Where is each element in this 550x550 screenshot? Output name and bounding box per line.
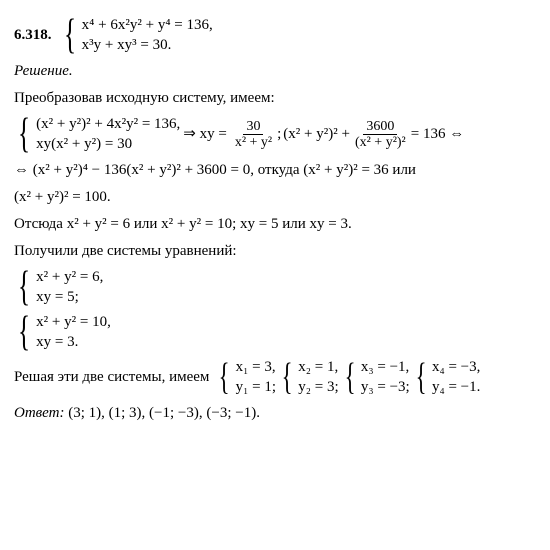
sol-4: { x₄ = −3, y₄ = −1. <box>412 358 481 397</box>
eq: (x² + y²)² + 4x²y² = 136, <box>36 115 180 135</box>
eq: xy = 3. <box>36 333 111 353</box>
answer-label: Ответ: <box>14 405 64 421</box>
solutions-line: Решая эти две системы, имеем { x₁ = 3, y… <box>14 358 536 397</box>
fraction-1: 30 x² + y² <box>232 119 275 151</box>
sol-3: { x₃ = −1, y₃ = −3; <box>341 358 410 397</box>
text: Решая эти две системы, имеем <box>14 367 209 388</box>
system-4: { x² + y² = 10, xy = 3. <box>14 313 536 352</box>
solution-label: Решение. <box>14 61 536 82</box>
expr: = 136 ⇔ <box>411 124 464 145</box>
sep: ; <box>277 124 281 145</box>
problem-number: 6.318. <box>14 25 52 46</box>
sol-2: { x₂ = 1, y₂ = 3; <box>278 358 339 397</box>
eq: xy(x² + y²) = 30 <box>36 135 180 155</box>
sol-1: { x₁ = 3, y₁ = 1; <box>215 358 276 397</box>
text-line: Отсюда x² + y² = 6 или x² + y² = 10; xy … <box>14 214 536 235</box>
eq: x² + y² = 6, <box>36 268 103 288</box>
system-3: { x² + y² = 6, xy = 5; <box>14 268 536 307</box>
system-2: { (x² + y²)² + 4x²y² = 136, xy(x² + y²) … <box>14 115 180 154</box>
eq: x² + y² = 10, <box>36 313 111 333</box>
expr: (x² + y²)² + <box>283 124 350 145</box>
derivation-1: { (x² + y²)² + 4x²y² = 136, xy(x² + y²) … <box>14 115 536 154</box>
arrow: ⇒ xy = <box>183 124 227 145</box>
text-line: Получили две системы уравнений: <box>14 241 536 262</box>
answer-text: (3; 1), (1; 3), (−1; −3), (−3; −1). <box>64 405 259 421</box>
eq: xy = 5; <box>36 288 103 308</box>
system-1: { x⁴ + 6x²y² + y⁴ = 136, x³y + xy³ = 30. <box>60 16 213 55</box>
text-line: Преобразовав исходную систему, имеем: <box>14 88 536 109</box>
eq: x⁴ + 6x²y² + y⁴ = 136, <box>82 16 213 36</box>
answer-line: Ответ: (3; 1), (1; 3), (−1; −3), (−3; −1… <box>14 403 536 424</box>
fraction-2: 3600 (x² + y²)² <box>352 119 409 151</box>
text-line: (x² + y²)² = 100. <box>14 187 536 208</box>
problem-statement: 6.318. { x⁴ + 6x²y² + y⁴ = 136, x³y + xy… <box>14 16 536 55</box>
eq: x³y + xy³ = 30. <box>82 36 213 56</box>
text-line: ⇔ (x² + y²)⁴ − 136(x² + y²)² + 3600 = 0,… <box>14 160 536 181</box>
